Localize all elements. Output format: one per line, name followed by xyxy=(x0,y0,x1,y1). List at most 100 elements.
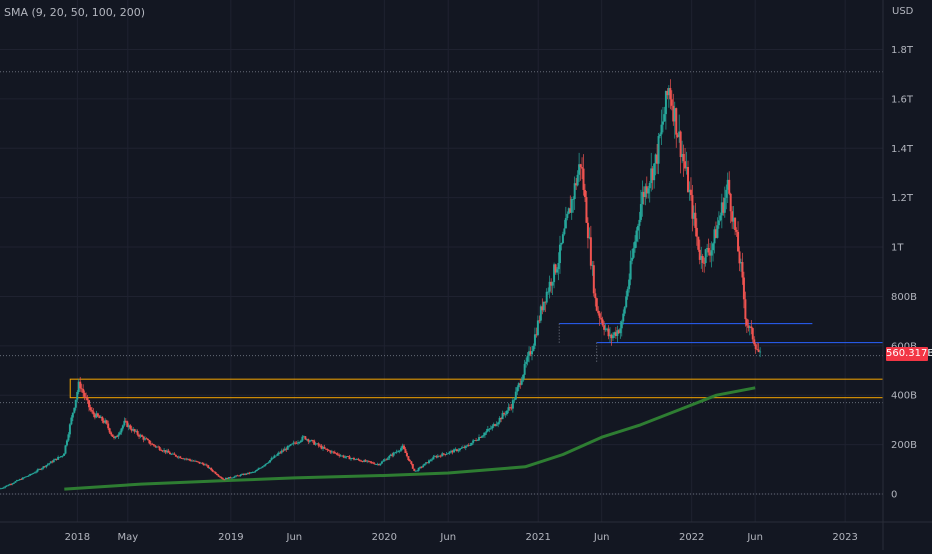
candle-body xyxy=(139,435,142,437)
candle-body xyxy=(436,455,439,458)
candle-body xyxy=(525,361,528,364)
candle-body xyxy=(349,458,352,460)
candle-body xyxy=(57,456,60,460)
candle-body xyxy=(379,463,382,466)
candle-body xyxy=(49,461,52,464)
candle-body xyxy=(30,473,33,475)
candle-body xyxy=(191,460,194,462)
candle-body xyxy=(320,445,323,449)
candle-body xyxy=(578,164,581,175)
candle-body xyxy=(92,411,95,415)
candle-body xyxy=(582,168,585,190)
candle-body xyxy=(442,453,445,455)
candle-body xyxy=(217,475,220,477)
candle-body xyxy=(86,397,89,401)
candle-body xyxy=(319,445,322,447)
candle-body xyxy=(394,452,397,454)
candle-body xyxy=(33,472,36,474)
candle-body xyxy=(267,462,270,464)
candle-body xyxy=(598,313,601,318)
candle-body xyxy=(553,264,556,283)
candle-body xyxy=(151,444,154,445)
candle-body xyxy=(363,460,366,462)
candle-body xyxy=(501,413,504,420)
candle-body xyxy=(547,291,550,293)
indicator-label[interactable]: SMA (9, 20, 50, 100, 200) xyxy=(4,6,146,19)
candle-body xyxy=(88,400,91,408)
candle-body xyxy=(666,90,669,96)
candle-body xyxy=(77,381,80,393)
candle-body xyxy=(233,476,236,478)
candle-body xyxy=(726,179,729,190)
candle-body xyxy=(202,463,205,466)
candle-body xyxy=(425,462,428,464)
candle-body xyxy=(189,459,192,461)
candle-body xyxy=(157,446,160,448)
candle-body xyxy=(728,179,731,194)
y-axis-tick-label: 1.2T xyxy=(891,193,914,204)
candle-body xyxy=(610,334,613,339)
candle-body xyxy=(569,208,572,213)
candle-body xyxy=(214,471,217,474)
candle-body xyxy=(401,445,404,449)
candle-body xyxy=(654,154,657,164)
candle-body xyxy=(754,344,757,350)
candle-body xyxy=(282,450,285,452)
candle-body xyxy=(42,466,45,469)
candle-body xyxy=(402,445,405,450)
candle-body xyxy=(126,421,129,427)
candle-body xyxy=(745,319,748,326)
candle-body xyxy=(123,420,126,426)
candle-body xyxy=(302,436,305,438)
candle-body xyxy=(307,439,310,442)
candle-body xyxy=(342,455,345,458)
candle-body xyxy=(650,168,653,184)
candle-body xyxy=(539,306,542,321)
candle-body xyxy=(251,472,254,473)
candle-body xyxy=(485,431,488,433)
candle-body xyxy=(725,189,728,198)
y-axis-tick-label: 400B xyxy=(891,391,917,402)
candle-body xyxy=(333,452,336,454)
candle-body xyxy=(244,473,247,475)
candle-body xyxy=(76,392,79,400)
candle-body xyxy=(248,472,251,474)
candle-body xyxy=(511,400,514,409)
candle-body xyxy=(54,458,57,461)
candle-body xyxy=(659,134,662,136)
candle-body xyxy=(386,458,389,460)
candle-body xyxy=(341,455,344,457)
candle-body xyxy=(377,464,380,466)
candle-body xyxy=(404,449,407,454)
candle-body xyxy=(422,465,425,468)
x-axis-tick-label: Jun xyxy=(746,532,763,543)
candle-body xyxy=(124,420,127,422)
candle-body xyxy=(494,424,497,426)
candle-body xyxy=(105,420,108,424)
candle-body xyxy=(558,244,561,264)
candle-body xyxy=(308,441,311,442)
candle-body xyxy=(448,451,451,454)
candle-body xyxy=(313,440,316,445)
candle-body xyxy=(188,458,191,460)
candle-body xyxy=(638,219,641,226)
candle-body xyxy=(36,469,39,472)
candle-body xyxy=(670,99,673,106)
candle-body xyxy=(519,383,522,385)
candle-body xyxy=(616,330,619,336)
candle-body xyxy=(697,236,700,250)
candle-body xyxy=(207,465,210,468)
candle-body xyxy=(635,230,638,242)
candle-body xyxy=(294,442,297,444)
candle-body xyxy=(573,183,576,200)
candle-body xyxy=(173,453,176,455)
candle-body xyxy=(523,363,526,375)
candle-body xyxy=(295,442,298,444)
candle-body xyxy=(458,448,461,451)
candle-body xyxy=(195,460,198,462)
candle-body xyxy=(464,445,467,448)
candle-body xyxy=(701,256,704,263)
candle-body xyxy=(196,461,199,463)
